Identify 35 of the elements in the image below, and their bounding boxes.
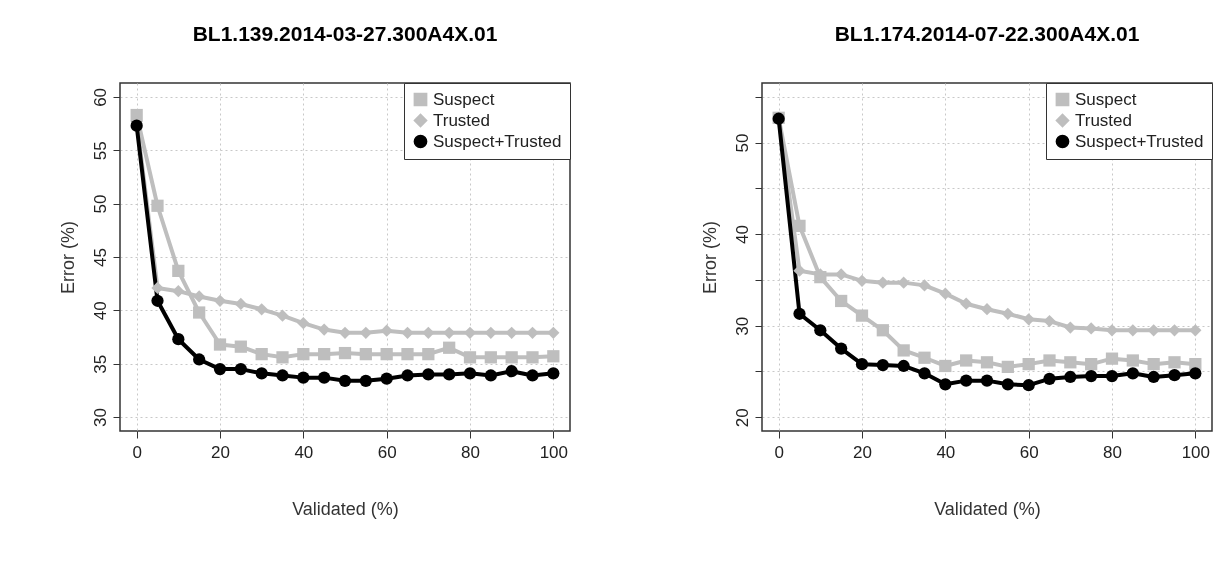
- x-tick-label: 20: [853, 442, 872, 462]
- x-tick-label: 0: [132, 442, 142, 462]
- chart-title: BL1.174.2014-07-22.300A4X.01: [834, 21, 1140, 45]
- x-tick-label: 100: [1181, 442, 1211, 462]
- legend-label: Suspect: [1075, 89, 1137, 109]
- y-tick-label: 45: [90, 248, 110, 267]
- y-tick-label: 55: [90, 141, 110, 161]
- y-tick-label: 50: [90, 194, 110, 214]
- x-tick-label: 80: [461, 442, 480, 462]
- y-axis-title: Error (%): [699, 221, 720, 294]
- y-tick-label: 50: [732, 133, 752, 153]
- y-tick-label: 30: [90, 408, 110, 428]
- x-tick-label: 100: [539, 442, 569, 462]
- x-tick-label: 40: [936, 442, 956, 462]
- y-tick-label: 20: [732, 408, 752, 428]
- x-tick-label: 20: [211, 442, 230, 462]
- x-axis-title: Validated (%): [934, 498, 1041, 519]
- chart-title: BL1.139.2014-03-27.300A4X.01: [192, 21, 498, 45]
- legend-label: Suspect: [433, 89, 495, 109]
- x-axis-title: Validated (%): [292, 498, 399, 519]
- y-tick-label: 35: [90, 354, 110, 374]
- y-tick-label: 30: [732, 316, 752, 336]
- y-axis-title: Error (%): [57, 221, 78, 294]
- legend-label: Suspect+Trusted: [433, 131, 562, 151]
- x-tick-label: 60: [1019, 442, 1039, 462]
- x-tick-label: 80: [1103, 442, 1122, 462]
- legend-label: Trusted: [433, 110, 491, 130]
- legend-label: Suspect+Trusted: [1075, 131, 1204, 151]
- y-tick-label: 60: [90, 87, 110, 107]
- y-tick-label: 40: [732, 225, 752, 245]
- x-tick-label: 60: [377, 442, 397, 462]
- x-tick-label: 40: [294, 442, 314, 462]
- y-tick-label: 40: [90, 301, 110, 321]
- x-tick-label: 0: [774, 442, 784, 462]
- legend-label: Trusted: [1075, 110, 1133, 130]
